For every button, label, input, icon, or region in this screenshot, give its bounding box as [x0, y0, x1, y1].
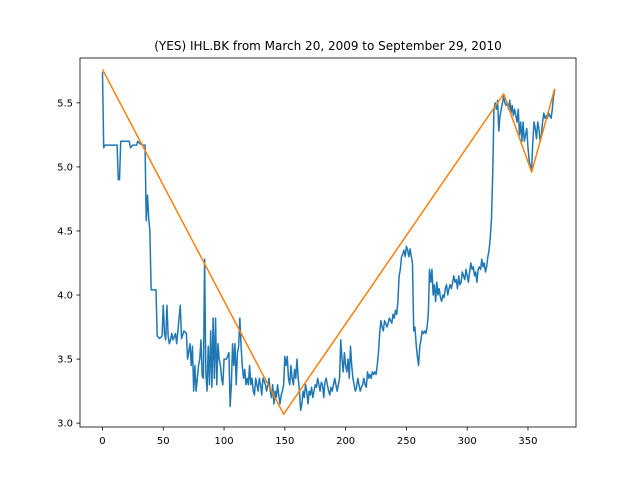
x-axis: 0 50 100 150 200 250 300 350: [99, 427, 538, 447]
x-tick-label: 350: [518, 436, 537, 447]
y-tick-label: 4.5: [57, 226, 73, 237]
y-tick-label: 4.0: [57, 291, 73, 302]
chart-title: (YES) IHL.BK from March 20, 2009 to Sept…: [154, 39, 502, 53]
y-tick-label: 5.0: [57, 162, 73, 173]
y-tick-label: 3.0: [57, 419, 73, 430]
x-tick-label: 200: [336, 436, 355, 447]
series-layer: [101, 69, 556, 415]
x-tick-label: 300: [458, 436, 477, 447]
x-tick-label: 50: [157, 436, 170, 447]
series-line-price: [101, 72, 556, 412]
x-tick-label: 150: [275, 436, 294, 447]
y-axis: 3.0 3.5 4.0 4.5 5.0 5.5: [57, 98, 80, 430]
y-tick-label: 3.5: [57, 355, 73, 366]
y-tick-label: 5.5: [57, 98, 73, 109]
x-tick-label: 250: [397, 436, 416, 447]
x-tick-label: 0: [99, 436, 105, 447]
series-line-trend: [101, 69, 556, 415]
x-tick-label: 100: [215, 436, 234, 447]
plot-frame: [79, 57, 577, 428]
